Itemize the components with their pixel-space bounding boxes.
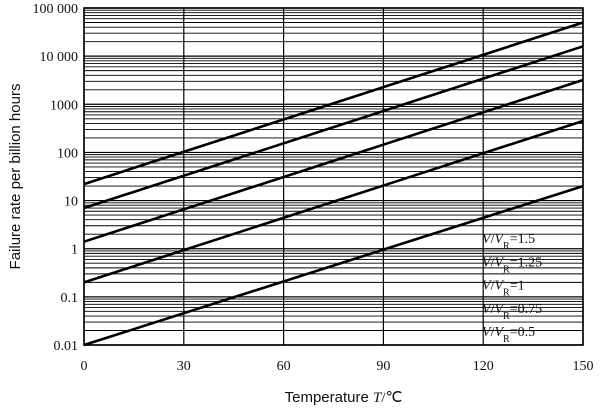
series-line-1.5 xyxy=(83,21,584,186)
x-tick-label: 30 xyxy=(177,359,191,374)
series-line-0.75 xyxy=(83,119,584,284)
series-labels: V/VR=1.5 V/VR=1.25 V/VR=1 V/VR=0.75 V/VR=0.5 xyxy=(482,232,542,345)
y-tick-label: 100 000 xyxy=(33,2,79,17)
x-axis-title-var: T xyxy=(373,390,383,406)
y-tick-label: 10 xyxy=(64,195,78,210)
x-axis-title-text: Temperature xyxy=(285,389,369,406)
y-tick-label: 0.1 xyxy=(61,291,79,306)
y-tick-label: 1000 xyxy=(50,98,78,113)
x-tick-label: 60 xyxy=(277,359,291,374)
y-tick-label: 0.01 xyxy=(54,339,79,354)
series-line-1 xyxy=(83,78,584,243)
x-tick-label: 90 xyxy=(376,359,390,374)
series-label-0.5: V/VR=0.5 xyxy=(482,325,535,345)
y-tick-label: 1 xyxy=(71,243,78,258)
x-tick-label: 0 xyxy=(81,359,88,374)
series-lines xyxy=(83,21,584,347)
y-tick-label: 10 000 xyxy=(40,50,79,65)
y-tick-labels: 0.01 0.1 1 10 100 1000 10 000 100 000 xyxy=(33,2,79,354)
x-tick-labels: 0 30 60 90 120 150 xyxy=(81,359,594,374)
series-line-1.25 xyxy=(83,45,584,210)
x-axis-title-unit: /℃ xyxy=(381,390,402,406)
x-tick-label: 150 xyxy=(573,359,594,374)
series-label-1.25: V/VR=1.25 xyxy=(482,255,542,275)
series-label-1.5: V/VR=1.5 xyxy=(482,232,535,252)
series-label-0.75: V/VR=0.75 xyxy=(482,302,542,322)
x-axis-title: Temperature T/℃ xyxy=(285,389,403,406)
plot-frame xyxy=(83,7,584,346)
minor-gridlines xyxy=(84,9,583,331)
series-label-1: V/VR=1 xyxy=(482,279,525,299)
y-tick-label: 100 xyxy=(57,146,78,161)
y-axis-title: Failure rate per billion hours xyxy=(7,84,24,270)
series-line-0.5 xyxy=(83,184,584,347)
x-tick-label: 120 xyxy=(473,359,494,374)
